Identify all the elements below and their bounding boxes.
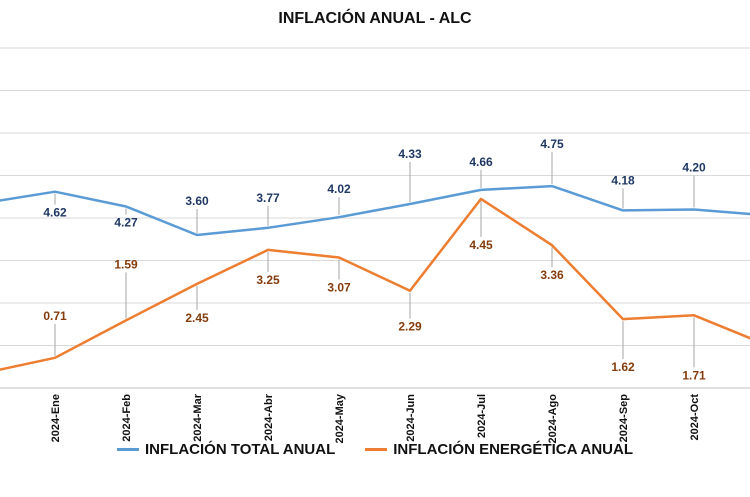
data-label-energy: 2.29	[398, 320, 422, 334]
legend: INFLACIÓN TOTAL ANUAL INFLACIÓN ENERGÉTI…	[0, 438, 750, 460]
label-leaders	[54, 152, 695, 368]
x-tick-labels: 2024-Ene 2024-Feb 2024-Mar 2024-Abr 2024-May…	[50, 393, 701, 443]
data-label-total: 4.33	[398, 147, 422, 161]
x-tick-label: 2024-Jun	[405, 394, 417, 442]
series-line-energy	[0, 197, 750, 371]
data-labels: 4.62 4.27 3.60 3.77 4.02 4.33 4.66 4.75 4.18 4.20…	[43, 137, 706, 382]
data-label-energy: 2.45	[185, 311, 209, 325]
data-label-total: 4.66	[469, 155, 493, 169]
data-label-total: 4.62	[43, 206, 67, 220]
data-label-energy: 3.07	[327, 281, 351, 295]
legend-swatch-total	[117, 447, 139, 451]
data-label-energy: 3.25	[256, 273, 280, 287]
data-label-energy: 1.59	[114, 257, 138, 271]
data-label-energy: 0.71	[43, 309, 67, 323]
data-label-energy: 3.36	[540, 268, 564, 282]
data-label-total: 3.60	[185, 194, 209, 208]
data-label-total: 4.20	[682, 161, 706, 175]
data-label-total: 4.02	[327, 182, 351, 196]
data-label-energy: 1.71	[682, 368, 706, 382]
x-tick-label: 2024-Feb	[121, 394, 133, 442]
gridlines	[0, 47, 750, 389]
x-tick-label: 2024-Ago	[547, 394, 559, 444]
legend-item-total: INFLACIÓN TOTAL ANUAL	[117, 441, 335, 458]
x-tick-label: 2024-Mar	[192, 393, 204, 441]
data-label-energy: 4.45	[469, 238, 493, 252]
x-tick-label: 2024-Jul	[476, 394, 488, 438]
series-lines	[0, 184, 750, 371]
x-tick-label: 2024-May	[334, 393, 346, 443]
chart-title: INFLACIÓN ANUAL - ALC	[278, 10, 472, 27]
data-label-energy: 1.62	[611, 360, 635, 374]
data-label-total: 3.77	[256, 191, 280, 205]
legend-label-energy: INFLACIÓN ENERGÉTICA ANUAL	[393, 440, 633, 458]
legend-label-total: INFLACIÓN TOTAL ANUAL	[145, 440, 336, 458]
x-tick-label: 2024-Abr	[263, 393, 275, 441]
data-label-total: 4.75	[540, 137, 564, 151]
x-tick-label: 2024-Sep	[618, 394, 630, 443]
data-label-total: 4.18	[611, 173, 635, 187]
legend-swatch-energy	[365, 447, 388, 451]
x-tick-label: 2024-Oct	[689, 394, 701, 441]
data-label-total: 4.27	[114, 216, 138, 230]
legend-item-energy: INFLACIÓN ENERGÉTICA ANUAL	[365, 441, 633, 458]
series-line-total	[0, 184, 750, 237]
x-tick-label: 2024-Ene	[50, 394, 62, 442]
